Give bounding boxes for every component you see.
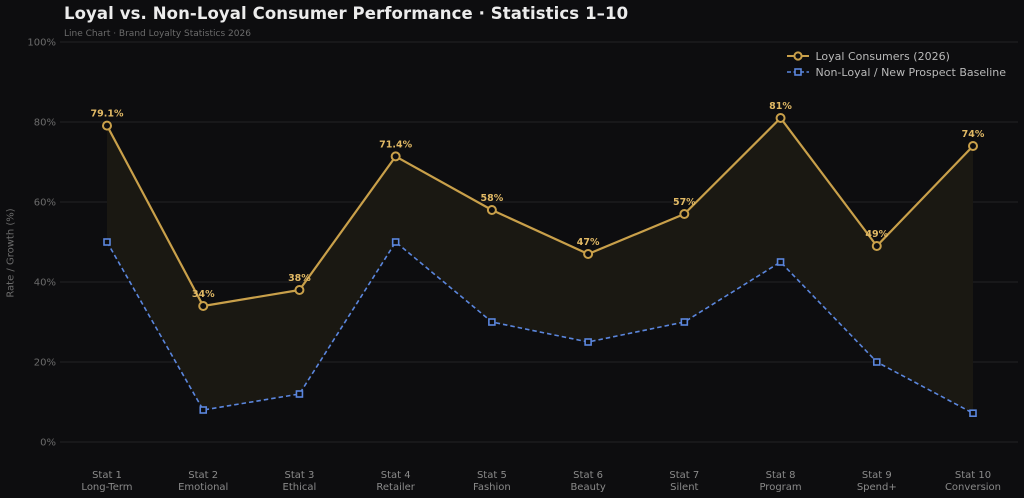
- baseline-point: [295, 390, 304, 398]
- data-label: 38%: [288, 273, 311, 284]
- loyal-point: [294, 285, 305, 295]
- baseline-point: [680, 318, 689, 326]
- series-line-1: [106, 241, 974, 414]
- loyal-point: [775, 113, 786, 123]
- loyal-point: [968, 141, 978, 151]
- legend-item-nonloyal: Non-Loyal / New Prospect Baseline: [786, 64, 1007, 80]
- legend-swatch-loyal: [786, 51, 809, 61]
- loyal-point: [198, 301, 209, 311]
- loyal-point: [679, 209, 690, 219]
- x-tick-label: Stat 9 Spend+: [857, 470, 897, 493]
- x-tick-label: Stat 5 Fashion: [473, 470, 511, 493]
- x-tick-label: Stat 1 Long-Term: [81, 470, 132, 493]
- y-axis-label: Rate / Growth (%): [5, 208, 17, 298]
- markers-layer: [102, 113, 978, 418]
- baseline-point: [872, 358, 881, 366]
- x-tick-label: Stat 2 Emotional: [178, 470, 228, 493]
- series-line-0: [106, 116, 974, 308]
- x-tick-label: Stat 10 Conversion: [945, 470, 1001, 493]
- loyal-point: [583, 249, 594, 259]
- y-tick-label: 100%: [27, 38, 56, 49]
- y-tick-label: 80%: [34, 118, 56, 129]
- loyal-point: [390, 151, 401, 162]
- y-tick-label: 20%: [34, 358, 56, 369]
- data-label: 58%: [481, 193, 504, 204]
- loyal-point: [102, 120, 112, 131]
- data-label: 47%: [577, 237, 600, 248]
- labels-layer: 79.1% 34% 38% 71.4% 58% 47% 57% 81% 49% 74%: [91, 101, 985, 300]
- fill-between-area: [107, 118, 973, 414]
- legend-item-loyal: Loyal Consumers (2026): [786, 48, 1007, 64]
- y-tick-label: 40%: [34, 278, 56, 289]
- baseline-point: [969, 409, 977, 418]
- data-label: 71.4%: [379, 139, 412, 150]
- y-tick-label: 0%: [40, 438, 56, 449]
- legend-label-nonloyal: Non-Loyal / New Prospect Baseline: [815, 65, 1007, 79]
- loyal-point: [871, 241, 882, 251]
- baseline-point: [488, 318, 496, 326]
- legend: Loyal Consumers (2026) Non-Loyal / New P…: [786, 48, 1007, 80]
- data-label: 49%: [865, 229, 888, 240]
- data-label: 34%: [192, 289, 215, 300]
- x-tick-label: Stat 8 Program: [759, 470, 801, 493]
- x-tick-label: Stat 7 Silent: [669, 470, 699, 493]
- lines-layer: [106, 116, 974, 414]
- loyal-point: [486, 205, 497, 215]
- chart-subtitle: Line Chart · Brand Loyalty Statistics 20…: [64, 29, 251, 39]
- data-label: 57%: [673, 197, 696, 208]
- baseline-point: [199, 406, 208, 414]
- data-label: 81%: [769, 101, 792, 112]
- y-tick-label: 60%: [34, 198, 56, 209]
- baseline-point: [103, 238, 111, 246]
- data-label: 74%: [962, 129, 985, 140]
- data-label: 79.1%: [91, 109, 124, 120]
- baseline-point: [584, 338, 592, 346]
- legend-swatch-nonloyal: [786, 68, 809, 76]
- chart-title: Loyal vs. Non-Loyal Consumer Performance…: [64, 4, 629, 23]
- x-tick-label: Stat 3 Ethical: [283, 470, 317, 493]
- x-tick-label: Stat 4 Retailer: [376, 470, 415, 493]
- legend-label-loyal: Loyal Consumers (2026): [815, 49, 950, 63]
- fill-layer: [107, 118, 973, 414]
- x-tick-label: Stat 6 Beauty: [570, 470, 605, 493]
- baseline-point: [776, 258, 785, 266]
- baseline-point: [391, 238, 400, 246]
